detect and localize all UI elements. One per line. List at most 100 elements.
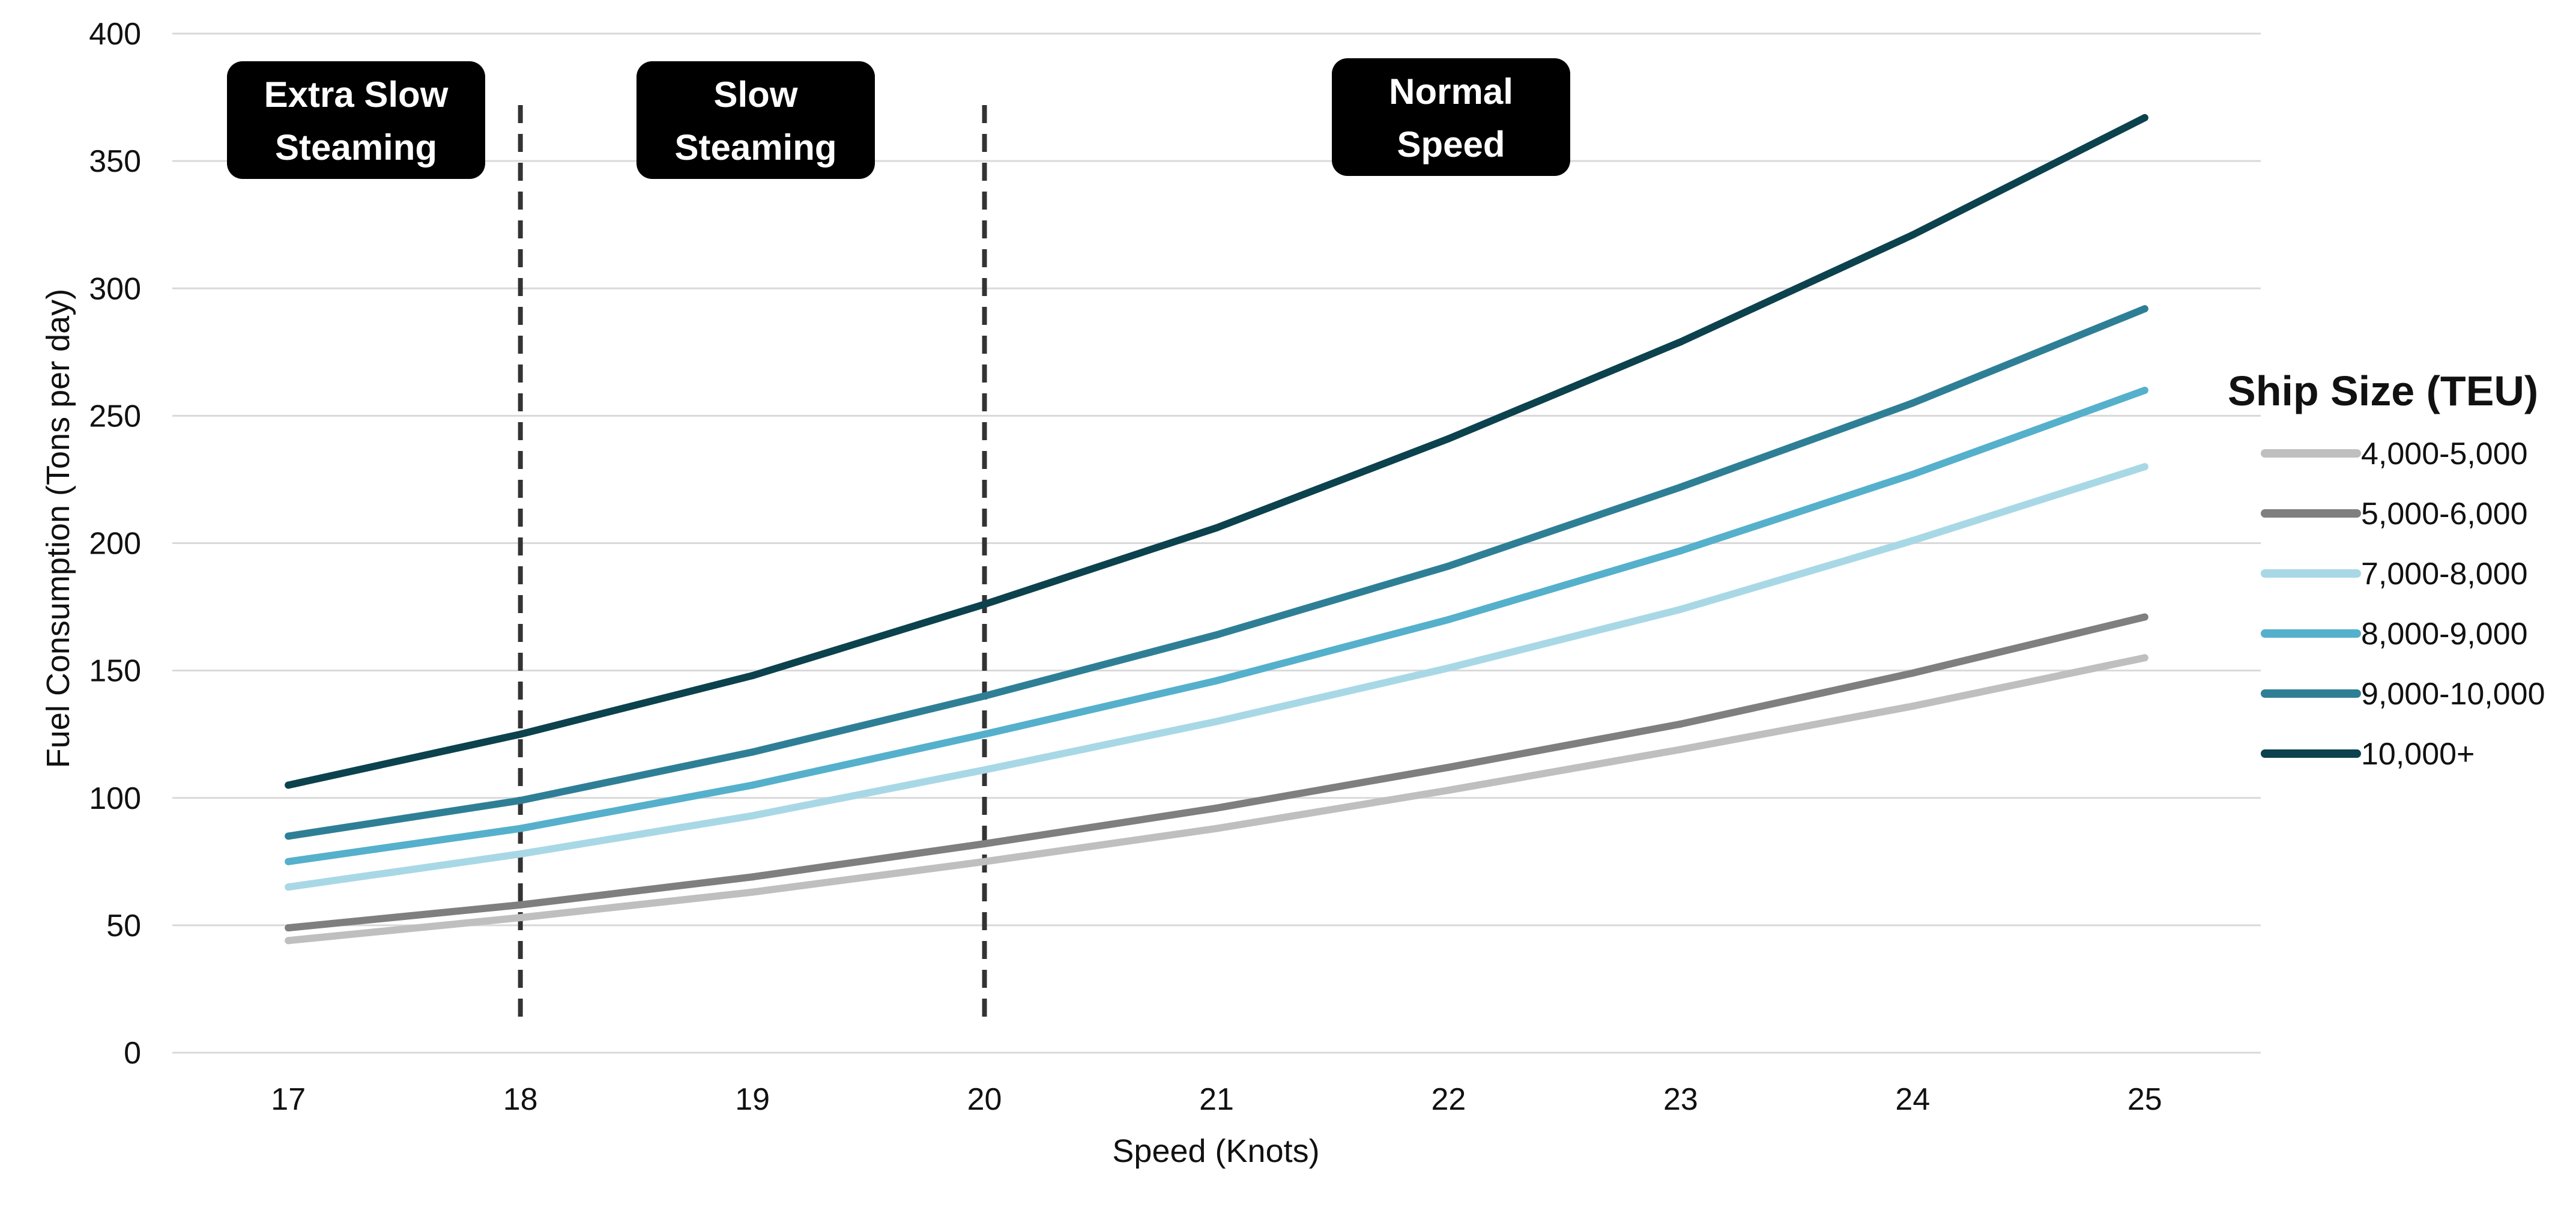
data-point <box>1909 703 1917 710</box>
data-point <box>285 937 292 945</box>
data-point <box>981 600 988 608</box>
data-point <box>1909 537 1917 545</box>
data-point <box>2141 613 2148 621</box>
data-point <box>749 873 757 881</box>
y-tick-label: 100 <box>89 781 141 816</box>
legend-item: 4,000-5,000 <box>2261 437 2528 471</box>
x-axis-tick-labels: 17 18 19 20 21 22 23 24 25 <box>271 1082 2162 1117</box>
data-point <box>2141 305 2148 313</box>
zone-label: Extra Slow Steaming <box>227 61 485 179</box>
data-point <box>1909 470 1917 478</box>
data-point <box>1677 547 1684 555</box>
legend-label: 8,000-9,000 <box>2361 617 2528 652</box>
series-group <box>285 114 2148 789</box>
y-tick-label: 400 <box>89 17 141 52</box>
x-tick-label: 18 <box>503 1082 538 1117</box>
series-group <box>285 386 2148 865</box>
x-tick-label: 22 <box>1432 1082 1466 1117</box>
data-point <box>285 832 292 840</box>
data-point <box>1677 483 1684 491</box>
data-point <box>1445 616 1453 623</box>
x-tick-label: 23 <box>1663 1082 1698 1117</box>
data-point <box>1909 399 1917 407</box>
data-point <box>1445 562 1453 570</box>
gridlines <box>172 32 2261 1054</box>
data-point <box>516 796 524 804</box>
data-point <box>1677 605 1684 613</box>
data-point <box>749 888 757 896</box>
zone-label-text: Slow <box>713 74 797 115</box>
data-point <box>749 812 757 820</box>
x-tick-label: 25 <box>2127 1082 2162 1117</box>
y-tick-label: 0 <box>124 1036 141 1071</box>
data-point <box>285 883 292 891</box>
data-point <box>1909 669 1917 677</box>
data-point <box>516 901 524 909</box>
data-point <box>981 692 988 700</box>
y-tick-label: 50 <box>106 909 141 943</box>
data-point <box>2141 654 2148 662</box>
legend-item: 8,000-9,000 <box>2261 617 2528 652</box>
legend-label: 9,000-10,000 <box>2361 677 2545 712</box>
data-point <box>749 672 757 680</box>
data-point <box>1445 435 1453 443</box>
data-point <box>1213 524 1220 532</box>
series-group <box>285 613 2148 932</box>
x-axis-title: Speed (Knots) <box>1112 1133 1319 1169</box>
data-point <box>1213 824 1220 832</box>
data-point <box>981 858 988 865</box>
series-lines <box>285 114 2148 945</box>
data-point <box>2141 386 2148 394</box>
data-point <box>2141 114 2148 122</box>
speed-zone-labels: Extra Slow Steaming Slow Steaming Normal Spee… <box>227 58 1570 179</box>
data-point <box>1677 720 1684 728</box>
y-tick-label: 150 <box>89 654 141 689</box>
data-point <box>2141 463 2148 471</box>
zone-label-text: Normal <box>1389 71 1513 112</box>
x-tick-label: 20 <box>967 1082 1002 1117</box>
legend: Ship Size (TEU) 4,000-5,000 5,000-6,000 7,… <box>2228 368 2545 772</box>
data-point <box>285 858 292 865</box>
data-point <box>516 850 524 858</box>
zone-label-box <box>1332 58 1570 176</box>
series-group <box>285 305 2148 840</box>
y-tick-label: 250 <box>89 399 141 434</box>
data-point <box>1213 718 1220 725</box>
zone-label-text: Steaming <box>275 127 437 168</box>
series-line <box>285 305 2148 840</box>
series-group <box>285 463 2148 891</box>
y-tick-label: 350 <box>89 144 141 179</box>
data-point <box>1677 338 1684 346</box>
data-point <box>1213 677 1220 685</box>
data-point <box>1909 231 1917 239</box>
speed-zone-dividers <box>518 105 987 1021</box>
legend-item: 10,000+ <box>2261 737 2475 772</box>
data-point <box>516 824 524 832</box>
data-point <box>749 781 757 789</box>
data-point <box>285 924 292 932</box>
y-tick-label: 300 <box>89 271 141 306</box>
data-point <box>285 781 292 789</box>
legend-item: 5,000-6,000 <box>2261 497 2528 531</box>
x-tick-label: 17 <box>271 1082 306 1117</box>
data-point <box>1445 763 1453 771</box>
data-point <box>1445 787 1453 794</box>
data-point <box>1677 746 1684 754</box>
zone-label-box <box>636 61 875 179</box>
data-point <box>981 840 988 848</box>
data-point <box>516 914 524 922</box>
data-point <box>516 730 524 738</box>
x-tick-label: 24 <box>1895 1082 1930 1117</box>
y-axis-title: Fuel Consumption (Tons per day) <box>40 289 76 768</box>
legend-label: 10,000+ <box>2361 737 2475 772</box>
legend-label: 7,000-8,000 <box>2361 557 2528 591</box>
y-tick-label: 200 <box>89 527 141 561</box>
legend-item: 7,000-8,000 <box>2261 557 2528 591</box>
data-point <box>981 766 988 774</box>
series-group <box>285 654 2148 945</box>
series-line <box>285 613 2148 932</box>
x-tick-label: 21 <box>1199 1082 1234 1117</box>
y-axis-tick-labels: 0 50 100 150 200 250 300 350 400 <box>89 17 141 1071</box>
data-point <box>981 730 988 738</box>
